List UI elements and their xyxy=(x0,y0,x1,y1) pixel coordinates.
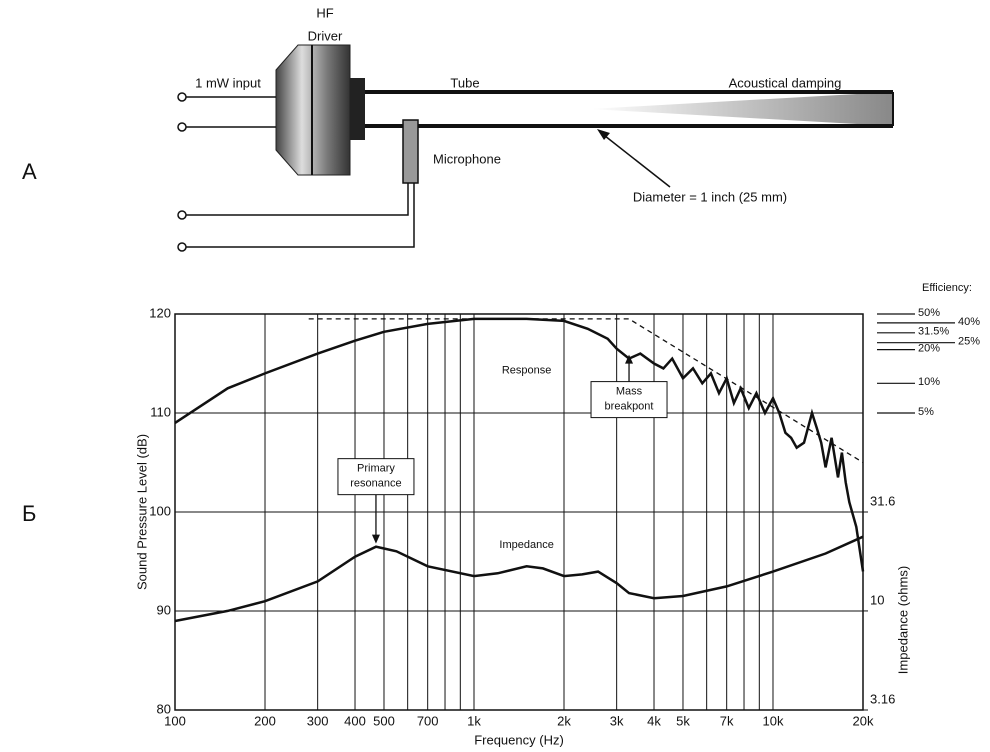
efficiency-label: 40% xyxy=(958,316,980,328)
chart: 80 90 100 110 120 100 200 300 400 500 700 1k 2k 3k 4k 5… xyxy=(134,282,980,748)
x-tick-label: 5k xyxy=(676,713,690,728)
x-tick-label: 100 xyxy=(164,713,186,728)
annotation-text: Primary xyxy=(357,463,395,475)
series-label: Impedance xyxy=(499,539,553,551)
damping xyxy=(590,92,893,126)
y2-tick-label: 3.16 xyxy=(870,691,895,706)
series-label: Response xyxy=(502,364,552,376)
diameter-label: Diameter = 1 inch (25 mm) xyxy=(633,189,787,204)
y-tick-label: 80 xyxy=(157,701,171,716)
annotation-box xyxy=(590,381,668,419)
y-tick-label: 100 xyxy=(149,503,171,518)
wiring xyxy=(177,92,415,252)
x-tick-label: 700 xyxy=(417,713,439,728)
panel-label: Б xyxy=(22,501,36,526)
annotation-text: breakpont xyxy=(605,401,654,413)
series-line xyxy=(174,535,864,623)
x-tick-label: 200 xyxy=(254,713,276,728)
x-tick-label: 300 xyxy=(307,713,329,728)
x-tick-label: 500 xyxy=(373,713,395,728)
y2-tick-label: 31.6 xyxy=(870,493,895,508)
efficiency-title: Efficiency: xyxy=(922,282,972,294)
y-axis-label: Sound Pressure Level (dB) xyxy=(134,434,149,590)
driver-throat xyxy=(350,78,365,140)
arrowhead xyxy=(597,129,610,140)
microphone-label: Microphone xyxy=(433,151,501,166)
x-tick-label: 1k xyxy=(467,713,481,728)
x-tick-label: 400 xyxy=(344,713,366,728)
y-tick-label: 90 xyxy=(157,602,171,617)
x-tick-label: 10k xyxy=(763,713,784,728)
diameter-arrow xyxy=(599,131,671,188)
x-tick-label: 20k xyxy=(853,713,874,728)
y2-tick-label: 10 xyxy=(870,592,884,607)
driver-label: Driver xyxy=(308,28,343,43)
damping-label: Acoustical damping xyxy=(729,75,842,90)
annotation-text: Mass xyxy=(616,386,643,398)
tube-label: Tube xyxy=(450,75,479,90)
efficiency-label: 5% xyxy=(918,406,934,418)
efficiency-label: 25% xyxy=(958,336,980,348)
x-tick-label: 2k xyxy=(557,713,571,728)
x-tick-label: 3k xyxy=(610,713,624,728)
x-axis-label: Frequency (Hz) xyxy=(474,732,564,747)
panel-label: А xyxy=(22,159,37,184)
input-label: 1 mW input xyxy=(195,75,261,90)
microphone xyxy=(402,119,419,184)
efficiency-label: 50% xyxy=(918,307,940,319)
efficiency-label: 10% xyxy=(918,376,940,388)
driver-label: HF xyxy=(316,5,333,20)
arrowhead xyxy=(371,534,380,544)
y-tick-label: 110 xyxy=(150,404,171,419)
x-tick-label: 7k xyxy=(720,713,734,728)
annotation-box xyxy=(337,458,415,496)
x-tick-label: 4k xyxy=(647,713,661,728)
annotation-text: resonance xyxy=(350,478,401,490)
asymptote xyxy=(308,318,864,464)
efficiency-label: 20% xyxy=(918,343,940,355)
efficiency-label: 31.5% xyxy=(918,326,949,338)
arrowhead xyxy=(625,354,634,364)
y-tick-label: 120 xyxy=(149,305,171,320)
y2-axis-label: Impedance (ohms) xyxy=(895,566,910,674)
